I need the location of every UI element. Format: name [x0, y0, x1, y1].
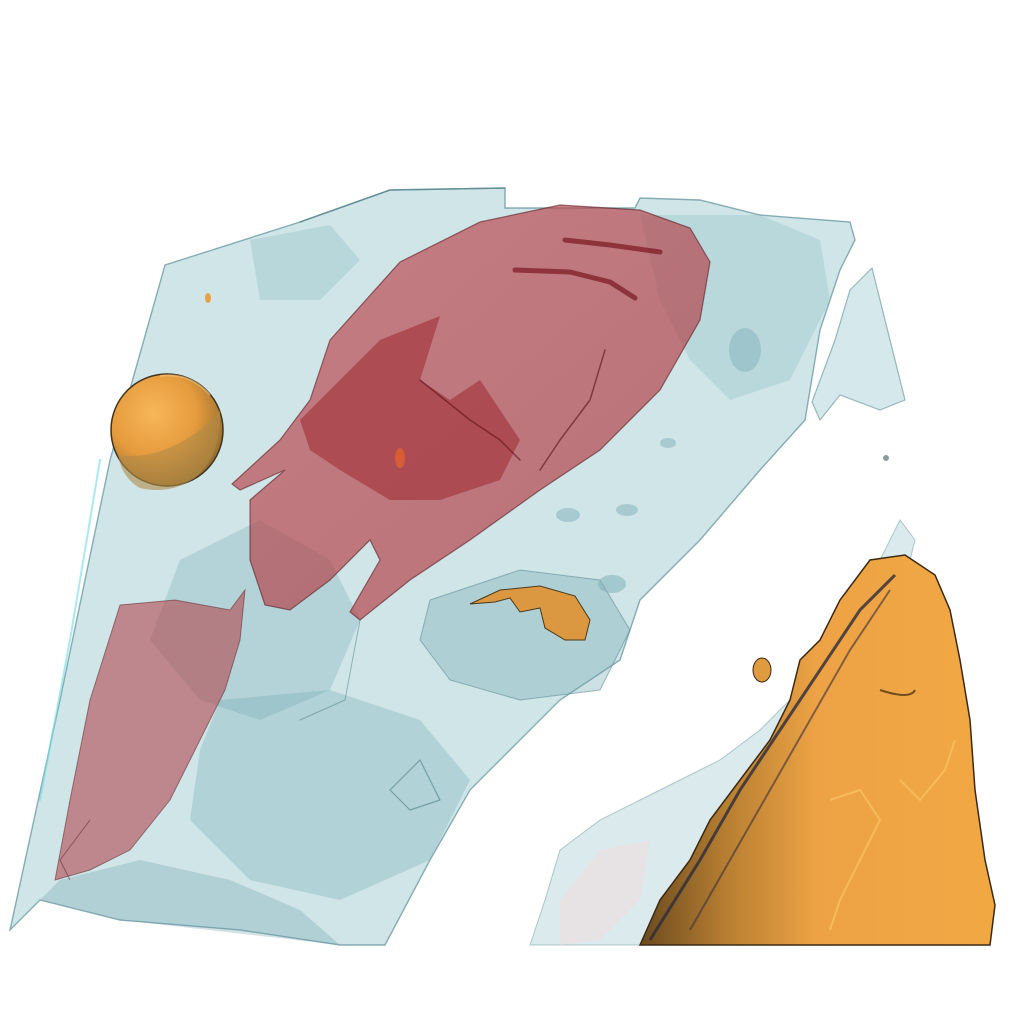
speck	[883, 455, 889, 461]
red-organ-surface	[54, 204, 711, 881]
orange-sphere	[110, 373, 224, 491]
orange-bone-surface	[638, 554, 996, 946]
small-orange-inclusion	[205, 293, 591, 641]
